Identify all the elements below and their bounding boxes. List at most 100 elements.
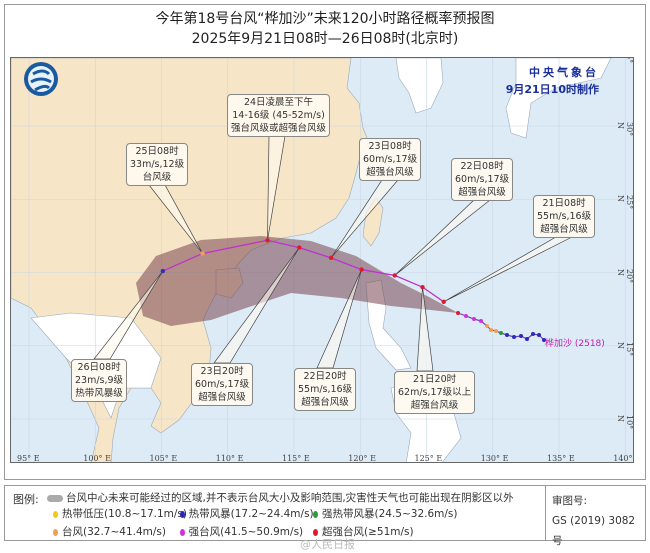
issuer-name: 中央气象台 [529, 66, 599, 79]
past-track-point [525, 337, 529, 341]
past-track-point [494, 329, 498, 333]
legend-key: 图例: [13, 493, 39, 506]
forecast-label: 21日08时 55m/s,16级 超强台风级 [533, 195, 596, 238]
forecast-point [200, 251, 205, 256]
forecast-label: 23日20时 60m/s,17级 超强台风级 [191, 363, 254, 406]
forecast-label-time: 25日08时 [135, 146, 179, 157]
legend-item-label: 强台风(41.5~50.9m/s) [188, 526, 304, 538]
forecast-label: 23日08时 60m/s,17级 超强台风级 [359, 138, 422, 181]
forecast-label-time: 21日20时 [412, 374, 457, 385]
forecast-label: 25日08时 33m/s,12级 台风级 [126, 143, 189, 186]
past-track-point [499, 331, 503, 335]
forecast-label-wind: 60m/s,17级 [455, 174, 510, 185]
legend-item: 热带风暴(17.2~24.4m/s) [179, 506, 314, 521]
lon-tick: 140° E [613, 454, 633, 463]
watermark: @人民日报 [300, 538, 355, 551]
legend-dot-icon [53, 510, 58, 518]
forecast-label-level: 超强台风级 [540, 224, 588, 235]
forecast-label: 22日20时 55m/s,16级 超强台风级 [294, 368, 357, 411]
past-track-point [519, 334, 523, 338]
lon-tick: 105° E [149, 454, 178, 463]
cone-swatch-icon [47, 494, 63, 502]
legend-item: 强台风(41.5~50.9m/s) [179, 524, 304, 539]
legend-dot-icon [179, 528, 185, 536]
forecast-label-level: 热带风暴级 [75, 388, 123, 399]
legend-item-label: 强热带风暴(24.5~32.6m/s) [322, 508, 458, 520]
forecast-points [160, 238, 446, 304]
lon-tick: 100° E [83, 454, 111, 463]
forecast-point [392, 273, 397, 278]
forecast-point [420, 284, 425, 290]
legend-cone-text: 台风中心未来可能经过的区域,并不表示台风大小及影响范围,灾害性天气也可能出现在阴… [66, 492, 514, 504]
forecast-label-time: 23日20时 [200, 366, 244, 377]
approval-number: GS (2019) 3082号 [552, 515, 636, 547]
forecast-label-wind: 33m/s,12级 [130, 159, 185, 170]
approval-box: 审图号: GS (2019) 3082号 [545, 486, 645, 547]
legend-item: 台风(32.7~41.4m/s) [53, 524, 166, 539]
map-title: 今年第18号台风“桦加沙”未来120小时路径概率预报图 [155, 11, 495, 27]
legend-item: 热带低压(10.8~17.1m/s) [53, 506, 187, 521]
cma-logo [24, 62, 58, 96]
lon-tick: 135° E [547, 454, 575, 463]
legend-item: 超强台风(≥51m/s) [313, 524, 414, 539]
past-track-point [456, 311, 460, 315]
forecast-label-wind: 14-16级 (45-52m/s) [232, 110, 325, 121]
past-track-point [464, 314, 468, 318]
forecast-label-wind: 62m/s,17级以上 [398, 387, 472, 398]
forecast-label-wind: 60m/s,17级 [363, 154, 418, 165]
forecast-label-level: 超强台风级 [198, 392, 246, 403]
legend: 图例: 台风中心未来可能经过的区域,并不表示台风大小及影响范围,灾害性天气也可能… [4, 485, 646, 547]
land-korea [395, 58, 444, 114]
land-japan [505, 58, 612, 139]
past-track-point [512, 335, 516, 339]
approval-label: 审图号: [552, 495, 588, 507]
forecast-label-wind: 55m/s,16级 [298, 384, 353, 395]
forecast-label: 21日20时 62m/s,17级以上 超强台风级 [394, 371, 476, 414]
issue-time: 9月21日10时制作 [505, 83, 599, 96]
legend-cone: 台风中心未来可能经过的区域,并不表示台风大小及影响范围,灾害性天气也可能出现在阴… [47, 490, 514, 505]
forecast-label-level: 超强台风级 [366, 167, 414, 178]
typhoon-name-label: 桦加沙 (2518) [545, 339, 605, 349]
legend-item-label: 热带风暴(17.2~24.4m/s) [188, 508, 314, 520]
legend-dot-icon [53, 528, 58, 536]
past-track-points [456, 311, 546, 342]
forecast-label: 26日08时 23m/s,9级 热带风暴级 [71, 359, 128, 402]
forecast-point [359, 267, 364, 272]
forecast-label-level: 台风级 [142, 172, 172, 183]
forecast-label-level: 强台风级或超强台风级 [231, 123, 327, 134]
lon-tick: 115° E [282, 454, 310, 463]
lat-tick: 30° N [616, 122, 634, 137]
legend-dot-icon [313, 528, 318, 536]
past-track-point [537, 333, 541, 337]
probability-cone [136, 236, 458, 326]
past-track-point [485, 324, 489, 328]
callout-pointer [394, 199, 492, 276]
forecast-label-level: 超强台风级 [410, 400, 459, 411]
lat-tick: 35° N [616, 58, 633, 65]
lat-tick: 10° N [616, 415, 634, 430]
forecast-label-wind: 23m/s,9级 [75, 375, 124, 386]
forecast-point [297, 245, 302, 250]
figure-frame [4, 4, 646, 480]
lon-tick: 120° E [348, 454, 376, 463]
lon-tick: 95° E [17, 454, 40, 463]
forecast-point [265, 238, 270, 243]
forecast-label-wind: 55m/s,16级 [537, 211, 592, 222]
forecast-point [441, 299, 446, 304]
legend-item-label: 台风(32.7~41.4m/s) [62, 526, 166, 538]
past-track-point [479, 319, 483, 323]
forecast-label-time: 26日08时 [77, 362, 121, 373]
forecast-label-time: 24日凌晨至下午 [243, 97, 314, 108]
lat-tick: 20° N [616, 268, 634, 283]
map-subtitle: 2025年9月21日08时—26日08时(北京时) [191, 31, 459, 47]
forecast-point [328, 255, 334, 261]
forecast-label-time: 23日08时 [368, 141, 412, 152]
forecast-label-wind: 60m/s,17级 [195, 379, 250, 390]
forecast-label: 24日凌晨至下午 14-16级 (45-52m/s) 强台风级或超强台风级 [227, 94, 331, 137]
legend-item-label: 超强台风(≥51m/s) [322, 526, 414, 538]
lon-tick: 110° E [215, 454, 244, 463]
past-track-point [505, 333, 509, 337]
legend-dot-icon [179, 510, 185, 518]
forecast-label-time: 21日08时 [542, 198, 586, 209]
lon-tick: 130° E [480, 454, 509, 463]
